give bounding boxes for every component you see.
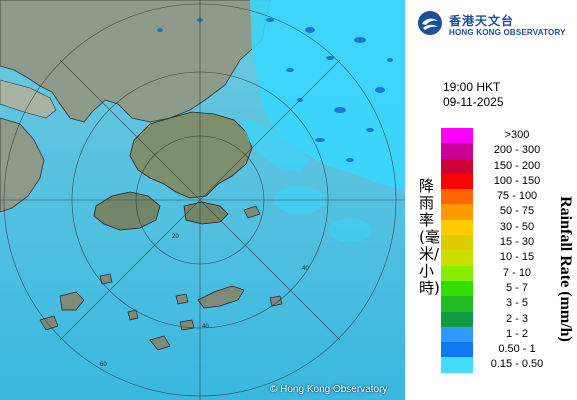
legend-row: 7 - 10 (441, 265, 577, 281)
legend-row: 5 - 7 (441, 280, 577, 297)
mainland-landmass (0, 0, 271, 123)
coastal-strip (0, 79, 57, 119)
legend-swatch (441, 143, 473, 159)
legend-swatch (441, 128, 473, 144)
legend-title-en: Rainfall Rate (mm/h) (557, 196, 574, 342)
legend-label: 75 - 100 (496, 190, 538, 203)
legend-title-en-wrap: Rainfall Rate (mm/h) (553, 180, 574, 360)
legend-row: 1 - 2 (441, 326, 577, 343)
ring-label-20: 20 (172, 234, 179, 240)
legend-row: 15 - 30 (441, 235, 577, 251)
legend-swatch (441, 326, 473, 343)
legend-row: 30 - 50 (441, 219, 577, 236)
rain-echoes (240, 0, 405, 242)
legend-swatch (441, 250, 473, 266)
hong-kong-territory (129, 111, 253, 199)
legend-swatch (441, 235, 473, 251)
legend-label: 10 - 15 (499, 251, 535, 264)
ring-label-40-south: 40 (202, 324, 209, 330)
legend-label: >300 (504, 129, 530, 141)
hong-kong-island (183, 201, 229, 225)
rainfall-legend: >300 200 - 300 150 - 200 100 - 150 75 - 100 5… (441, 128, 577, 373)
range-rings (0, 0, 405, 400)
copyright-notice: © Hong Kong Observatory (270, 384, 388, 395)
legend-row: 100 - 150 (441, 173, 577, 190)
legend-row: 50 - 75 (441, 204, 577, 220)
hko-logo[interactable]: 香港天文台 HONG KONG OBSERVATORY (413, 6, 573, 37)
legend-swatch (441, 357, 473, 373)
lantau-island (93, 191, 161, 231)
legend-label: 7 - 10 (502, 266, 532, 279)
legend-swatch (441, 311, 473, 327)
legend-swatch (441, 158, 473, 174)
legend-label: 200 - 300 (493, 144, 541, 157)
legend-swatch (441, 265, 473, 281)
observation-time: 19:00 HKT (443, 80, 501, 94)
logo-text-en: HONG KONG OBSERVATORY (449, 28, 566, 37)
observation-date: 09-11-2025 (443, 95, 504, 109)
ring-label-40-east: 40 (302, 266, 309, 272)
legend-row: 75 - 100 (441, 189, 577, 205)
legend-row: >300 (441, 128, 577, 144)
legend-row: 0.50 - 1 (441, 342, 577, 358)
legend-swatch (441, 219, 473, 236)
legend-label: 30 - 50 (499, 220, 535, 233)
legend-label: 50 - 75 (499, 205, 535, 218)
legend-swatch (441, 173, 473, 190)
legend-label: 1 - 2 (505, 327, 528, 340)
legend-swatch (441, 280, 473, 297)
legend-row: 200 - 300 (441, 143, 577, 159)
legend-label: 2 - 3 (505, 312, 528, 325)
legend-label: 0.15 - 0.50 (490, 358, 544, 371)
legend-label: 5 - 7 (505, 281, 528, 294)
radar-map[interactable]: 20 40 40 60 © Hong Kong Observatory (0, 0, 405, 400)
range-ring-labels: 20 40 40 60 (100, 234, 309, 368)
logo-text-zh: 香港天文台 (449, 14, 515, 28)
legend-label: 150 - 200 (493, 159, 541, 172)
legend-label: 0.50 - 1 (498, 343, 536, 356)
ring-label-60: 60 (100, 362, 107, 368)
legend-swatch (441, 204, 473, 220)
legend-label: 15 - 30 (499, 236, 535, 249)
radar-map-canvas: 20 40 40 60 (0, 0, 405, 400)
legend-panel: 香港天文台 HONG KONG OBSERVATORY 19:00 HKT 09… (405, 0, 577, 400)
legend-row: 10 - 15 (441, 250, 577, 266)
legend-label: 100 - 150 (493, 174, 541, 187)
hko-emblem-icon (418, 11, 442, 35)
legend-swatch (441, 296, 473, 312)
legend-row: 2 - 3 (441, 311, 577, 327)
legend-row: 3 - 5 (441, 296, 577, 312)
legend-row: 0.15 - 0.50 (441, 357, 577, 373)
legend-swatch (441, 342, 473, 358)
legend-title-zh: 降雨率(毫米/小時) (419, 177, 440, 297)
legend-swatch (441, 189, 473, 205)
echo-cells (157, 18, 393, 162)
outlying-islands (39, 205, 283, 351)
legend-row: 150 - 200 (441, 158, 577, 174)
legend-label: 3 - 5 (505, 297, 528, 310)
